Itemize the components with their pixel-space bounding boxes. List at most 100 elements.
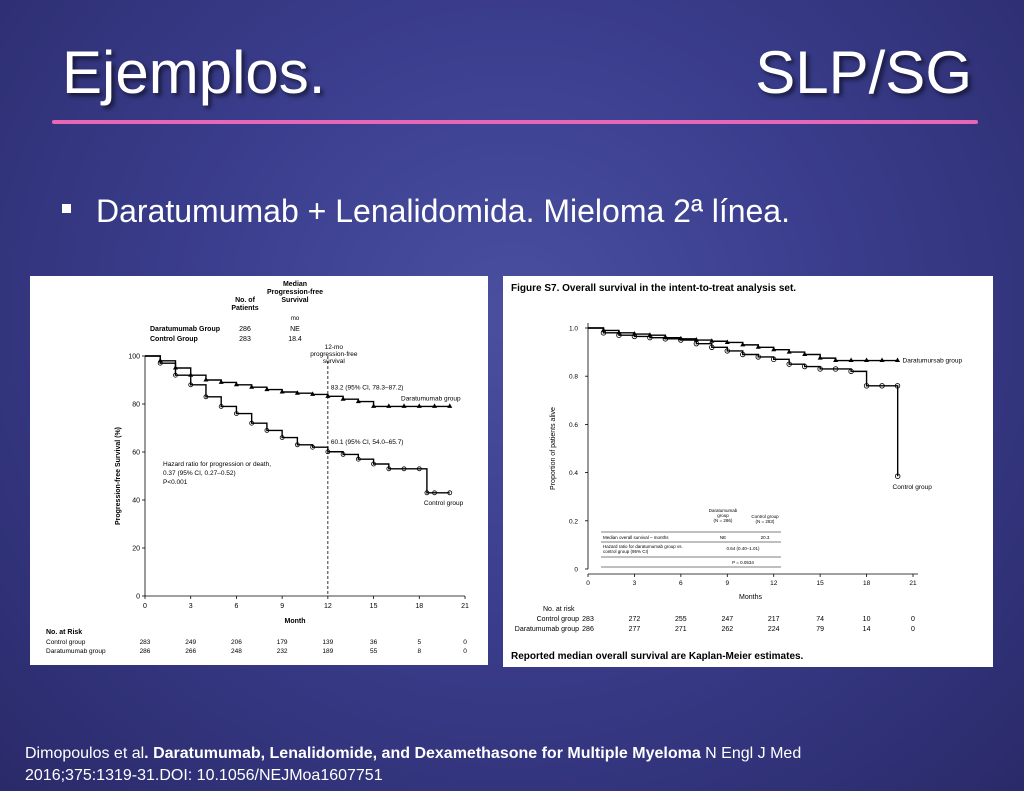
censor-mark-daratumumab <box>895 357 901 363</box>
censor-mark-control <box>173 372 178 378</box>
censor-mark-control <box>616 332 622 338</box>
series-control-line <box>145 355 450 494</box>
y-tick-label: 80 <box>132 402 140 409</box>
censor-mark-control <box>432 490 437 496</box>
censor-mark-daratumumab <box>249 384 255 389</box>
risk-table-cell: 272 <box>629 616 641 623</box>
series-label-daratumumab: Daratumursab group <box>903 358 963 365</box>
censor-mark-daratumumab <box>264 386 270 392</box>
censor-mark-control <box>724 348 730 354</box>
censor-mark-control <box>218 403 224 409</box>
series-label-control: Control group <box>893 484 933 491</box>
censor-mark-daratumumab <box>771 346 777 352</box>
inset-p-value: P = 0.0534 <box>732 560 754 565</box>
censor-mark-control <box>662 336 669 342</box>
censor-mark-daratumumab <box>279 389 285 394</box>
censor-mark-control <box>371 461 376 467</box>
risk-table-cell: 74 <box>816 616 824 623</box>
y-axis-label: Proportion of patients alive <box>550 407 557 490</box>
legend-col-median: Progression-free <box>267 289 323 296</box>
inset-cell: NE <box>720 535 726 540</box>
censor-mark-control <box>234 411 239 417</box>
censor-mark-daratumumab <box>401 403 407 408</box>
censor-mark-control <box>310 444 316 450</box>
censor-mark-control <box>832 366 839 372</box>
risk-table-cell: 5 <box>417 639 421 646</box>
inset-col-header: (N = 283) <box>756 519 775 524</box>
censor-mark-daratumumab <box>709 338 715 343</box>
risk-table-cell: 255 <box>675 616 687 623</box>
censor-mark-daratumumab <box>786 349 792 354</box>
risk-table-cell: 277 <box>629 626 641 633</box>
legend-row-median: 18.4 <box>288 336 302 343</box>
censor-mark-control <box>340 451 346 457</box>
risk-table-cell: 55 <box>370 648 378 655</box>
censor-mark-daratumumab <box>294 390 300 395</box>
legend-row-patients: 286 <box>239 326 251 333</box>
x-tick-label: 6 <box>679 580 683 587</box>
landmark-label: progression-free <box>310 351 358 358</box>
control-landmark-value: 60.1 (95% CI, 54.0–65.7) <box>331 439 404 446</box>
censor-mark-control <box>693 340 700 347</box>
censor-mark-daratumumab <box>833 357 839 363</box>
y-tick-label: 1.0 <box>569 326 578 333</box>
legend-col-patients: Patients <box>231 305 258 312</box>
risk-table-cell: 36 <box>370 639 378 646</box>
inset-col-header: (N = 286) <box>714 518 733 523</box>
risk-table-cell: 262 <box>721 626 733 633</box>
censor-mark-control <box>386 466 392 472</box>
citation-journal: N Engl J Med <box>700 745 802 762</box>
censor-mark-daratumumab <box>879 357 885 363</box>
censor-mark-daratumumab <box>693 337 699 342</box>
x-tick-label: 9 <box>725 580 729 587</box>
bullet-item: Daratumumab + Lenalidomida. Mieloma 2ª l… <box>62 193 790 230</box>
censor-mark-daratumumab <box>218 379 224 384</box>
risk-table-cell: 249 <box>185 639 196 646</box>
hazard-ratio-text: P<0.001 <box>163 479 188 486</box>
censor-mark-daratumumab <box>371 403 377 408</box>
slide-title-right: SLP/SG <box>755 39 972 106</box>
censor-mark-control <box>249 420 255 426</box>
citation-authors: Dimopoulos et al <box>25 745 145 762</box>
censor-mark-control <box>786 361 792 367</box>
legend-row-name: Daratumumab Group <box>150 326 220 333</box>
figure-title: Figure S7. Overall survival in the inten… <box>511 283 796 294</box>
risk-table-cell: 283 <box>582 616 594 623</box>
risk-table-cell: 179 <box>277 639 288 646</box>
risk-table-cell: 0 <box>463 639 467 646</box>
risk-table-cell: 139 <box>322 639 333 646</box>
x-tick-label: 18 <box>415 603 423 610</box>
citation-title: Daratumumab, Lenalidomide, and Dexametha… <box>153 745 701 762</box>
censor-mark-control <box>600 330 607 336</box>
y-tick-label: 0 <box>574 567 578 574</box>
series-label-daratumumab: Daratumumab group <box>401 395 461 402</box>
censor-mark-daratumumab <box>416 403 422 408</box>
censor-mark-daratumumab <box>755 344 761 349</box>
censor-mark-daratumumab <box>386 403 392 408</box>
risk-table-title: No. at Risk <box>46 629 82 636</box>
censor-mark-control <box>401 466 407 472</box>
censor-mark-daratumumab <box>740 341 746 347</box>
inset-col-header: Daratumumab <box>709 508 738 513</box>
censor-mark-control <box>894 383 901 389</box>
censor-mark-control <box>264 427 270 433</box>
risk-table-title: No. at risk <box>543 606 575 613</box>
y-tick-label: 60 <box>132 450 140 457</box>
censor-mark-control <box>424 490 430 496</box>
x-tick-label: 21 <box>461 603 469 610</box>
x-tick-label: 12 <box>324 603 332 610</box>
x-tick-label: 0 <box>586 580 590 587</box>
risk-table-cell: 206 <box>231 639 242 646</box>
legend-row-patients: 283 <box>239 336 251 343</box>
censor-mark-daratumumab <box>172 365 178 370</box>
x-axis-label: Months <box>739 594 762 601</box>
censor-mark-control <box>203 394 209 400</box>
risk-table-cell: 247 <box>721 616 733 623</box>
dara-landmark-value: 83.2 (95% CI, 78.3–87.2) <box>331 384 404 391</box>
risk-table-row-name: Control group <box>537 616 580 623</box>
risk-table-cell: 14 <box>863 626 871 633</box>
censor-mark-control <box>678 337 684 343</box>
y-tick-label: 100 <box>128 354 140 361</box>
risk-table-cell: 0 <box>911 626 915 633</box>
x-tick-label: 21 <box>909 580 917 587</box>
